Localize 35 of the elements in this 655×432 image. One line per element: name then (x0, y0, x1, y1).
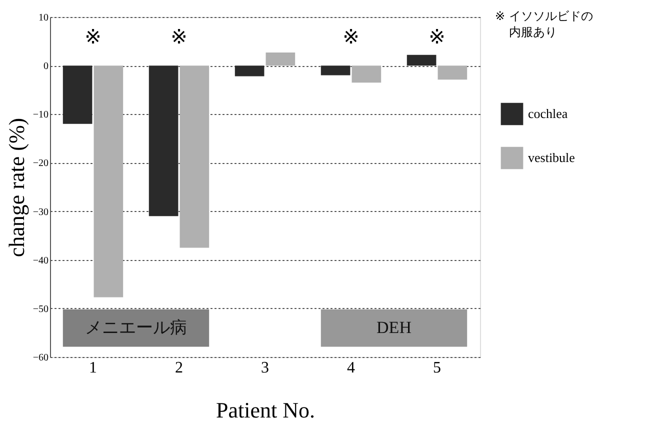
y-tick-label: −40 (32, 255, 48, 266)
y-tick-label: −50 (32, 304, 48, 315)
bar (266, 52, 296, 66)
y-tick-label: −30 (32, 206, 48, 218)
data-label: ※ (342, 24, 360, 48)
text: 内服あり (509, 25, 557, 39)
legend-label: vestibule (528, 150, 576, 165)
x-tick-label: 4 (347, 360, 355, 376)
band-label: メニエール病 (85, 318, 187, 338)
bar (406, 54, 436, 66)
bar (352, 66, 382, 83)
bar (180, 66, 210, 248)
x-tick-label: 1 (89, 360, 97, 376)
x-tick-label: 5 (433, 360, 441, 376)
bar (62, 66, 92, 124)
bar (320, 66, 350, 76)
y-tick-label: −10 (32, 110, 48, 121)
y-tick-label: −20 (32, 158, 48, 170)
bar (94, 66, 124, 298)
legend-label: cochlea (528, 106, 568, 121)
y-tick-label: −60 (32, 352, 48, 364)
bar (148, 66, 178, 216)
data-label: ※ (428, 24, 446, 48)
data-label: ※ (84, 24, 102, 48)
x-tick-label: 3 (261, 360, 269, 376)
bar (234, 66, 264, 76)
band-label: DEH (376, 318, 412, 338)
y-tick-label: 0 (44, 61, 48, 72)
y-tick-label: 10 (38, 12, 48, 24)
y-axis-title: change rate (%) (4, 118, 29, 258)
x-axis-title: Patient No. (216, 398, 315, 422)
x-tick-label: 2 (175, 360, 183, 376)
data-label: ※ (170, 24, 188, 48)
bar (438, 66, 468, 80)
text: ※ イソソルビドの (495, 9, 593, 23)
